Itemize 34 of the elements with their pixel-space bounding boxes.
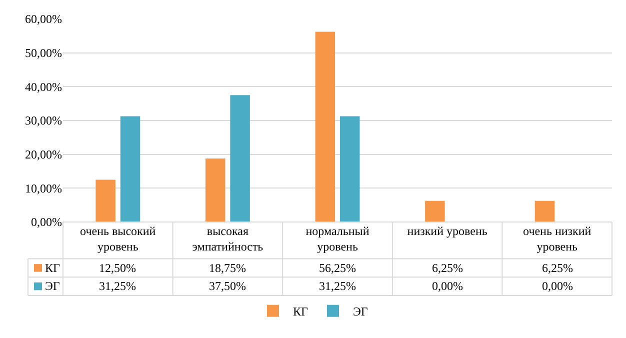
- bar: [230, 95, 250, 222]
- x-tick-label: очень высокий уровень: [80, 224, 156, 254]
- y-tick-label: 30,00%: [25, 114, 62, 128]
- y-tick-label: 10,00%: [25, 181, 62, 196]
- y-tick-label: 20,00%: [25, 148, 62, 162]
- bar: [315, 32, 336, 222]
- x-tick-label: высокая эмпатийность: [192, 224, 264, 254]
- y-tick-label: 60,00%: [25, 12, 62, 26]
- data-label: 18,75%: [209, 261, 246, 275]
- data-label: 6,25%: [542, 261, 573, 275]
- bar: [425, 200, 445, 222]
- legend-label: КГ: [45, 261, 60, 275]
- data-label: 31,25%: [319, 279, 356, 293]
- bar: [120, 116, 140, 222]
- data-label: 56,25%: [319, 261, 356, 275]
- data-label: 6,25%: [432, 261, 463, 275]
- x-tick-label: низкий уровень: [407, 224, 488, 238]
- legend-label: ЭГ: [353, 304, 368, 319]
- text: ЭГ: [45, 279, 60, 293]
- bar: [96, 180, 116, 222]
- data-label: 0,00%: [542, 279, 573, 293]
- y-tick-label: 50,00%: [25, 46, 62, 60]
- data-label: 12,50%: [99, 261, 136, 275]
- bar: [205, 158, 226, 222]
- data-label: 0,00%: [432, 279, 463, 293]
- data-label: 37,50%: [209, 279, 246, 293]
- x-tick-label: очень низкий уровень: [523, 224, 592, 254]
- text: КГ: [293, 304, 308, 319]
- x-tick-label: нормальный уровень: [306, 224, 370, 254]
- y-tick-label: 0,00%: [31, 215, 62, 230]
- bar: [534, 200, 555, 222]
- y-tick-label: 40,00%: [25, 80, 62, 94]
- bar: [340, 116, 360, 222]
- data-label: 31,25%: [99, 279, 136, 293]
